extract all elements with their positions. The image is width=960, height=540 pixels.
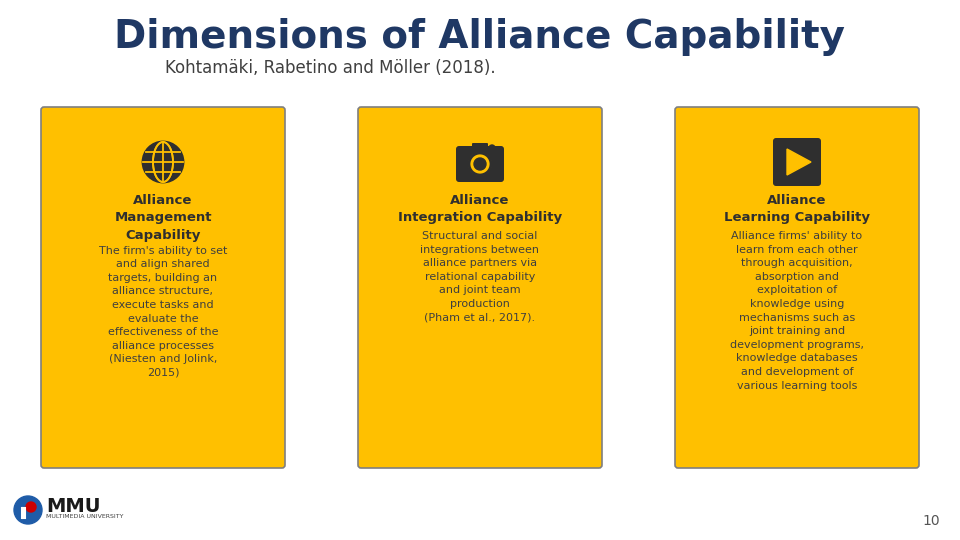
FancyBboxPatch shape	[358, 107, 602, 468]
Circle shape	[474, 158, 486, 170]
Text: Kohtamäki, Rabetino and Möller (2018).: Kohtamäki, Rabetino and Möller (2018).	[165, 59, 495, 77]
FancyBboxPatch shape	[773, 138, 821, 186]
Text: Alliance
Management
Capability: Alliance Management Capability	[114, 194, 212, 242]
Text: Structural and social
integrations between
alliance partners via
relational capa: Structural and social integrations betwe…	[420, 231, 540, 322]
Text: MULTIMEDIA UNIVERSITY: MULTIMEDIA UNIVERSITY	[46, 514, 124, 518]
FancyBboxPatch shape	[472, 143, 488, 152]
Polygon shape	[787, 149, 811, 175]
Circle shape	[489, 145, 495, 151]
Text: Dimensions of Alliance Capability: Dimensions of Alliance Capability	[114, 18, 846, 56]
Text: Alliance
Integration Capability: Alliance Integration Capability	[398, 194, 562, 225]
Text: Alliance firms' ability to
learn from each other
through acquisition,
absorption: Alliance firms' ability to learn from ea…	[730, 231, 864, 390]
Circle shape	[14, 496, 42, 524]
Circle shape	[469, 153, 491, 175]
Text: 10: 10	[923, 514, 940, 528]
FancyBboxPatch shape	[456, 146, 504, 182]
FancyBboxPatch shape	[675, 107, 919, 468]
Circle shape	[143, 142, 183, 182]
Text: MMU: MMU	[46, 496, 101, 516]
FancyBboxPatch shape	[41, 107, 285, 468]
Text: Alliance
Learning Capability: Alliance Learning Capability	[724, 194, 870, 225]
Circle shape	[26, 502, 36, 512]
Text: The firm's ability to set
and align shared
targets, building an
alliance structu: The firm's ability to set and align shar…	[99, 246, 228, 378]
